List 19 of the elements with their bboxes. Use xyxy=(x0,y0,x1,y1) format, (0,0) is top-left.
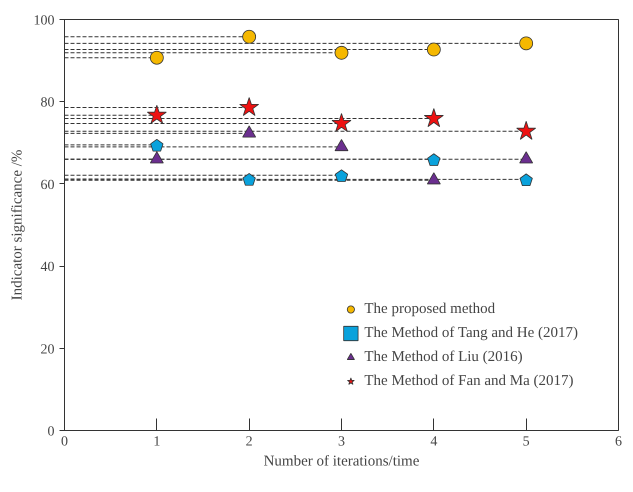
legend-label: The Method of Liu (2016) xyxy=(364,348,523,366)
y-axis-title: Indicator significance /% xyxy=(10,150,26,300)
y-tick-label: 100 xyxy=(34,14,54,28)
x-tick-label: 3 xyxy=(338,434,345,450)
y-tick-label: 80 xyxy=(40,96,54,111)
x-tick-label: 1 xyxy=(153,434,160,450)
legend-label: The proposed method xyxy=(364,300,496,318)
y-tick-label: 0 xyxy=(48,424,54,440)
x-tick-label: 5 xyxy=(522,434,530,450)
x-tick-label: 0 xyxy=(61,434,68,450)
y-tick-label: 20 xyxy=(40,342,54,358)
x-tick-label: 4 xyxy=(430,434,438,450)
y-tick-label: 60 xyxy=(40,178,54,193)
x-tick-label: 6 xyxy=(615,434,622,450)
y-tick-label: 40 xyxy=(40,260,54,276)
x-axis-title: Number of iterations/time xyxy=(264,454,420,470)
legend-label: The Method of Tang and He (2017) xyxy=(364,324,578,342)
legend-label: The Method of Fan and Ma (2017) xyxy=(364,372,574,390)
x-tick-label: 2 xyxy=(246,434,253,450)
